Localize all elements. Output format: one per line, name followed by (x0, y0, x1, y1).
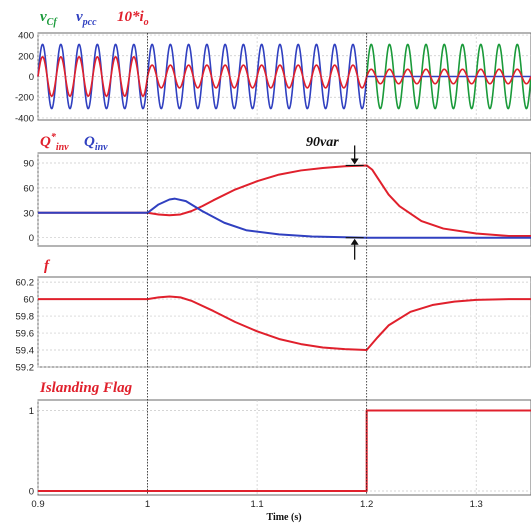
x-tick-label: 1.3 (470, 499, 483, 510)
series-line-qref (38, 164, 531, 238)
x-tick-label: 1.2 (360, 499, 373, 510)
legend-vcf: vCf (40, 9, 58, 28)
x-ticks: 0.9 1 1.1 1.2 1.3 (31, 499, 482, 510)
y-tick-label: 60.2 (16, 278, 35, 289)
x-tick-label: 1 (145, 499, 150, 510)
y-tick-label: -400 (15, 113, 34, 124)
y-tick-label: 200 (18, 51, 34, 62)
legend-qinv: Qinv (84, 134, 108, 153)
y-tick-label: 90 (23, 158, 34, 169)
y-tick-label: 60 (23, 183, 34, 194)
x-tick-label: 1.1 (251, 499, 264, 510)
annotation-arrows (345, 145, 364, 260)
legend-vpcc: vpcc (76, 9, 97, 28)
panel-2-grid (37, 153, 531, 246)
panel-1: 400 200 0 -200 -400 vCf vpcc 10*io (15, 9, 531, 124)
panel-2-frame (37, 152, 531, 247)
panel-3-y-ticks: 60.2 60 59.8 59.6 59.4 59.2 (16, 278, 35, 374)
panel-2-y-ticks: 90 60 30 0 (23, 158, 34, 244)
annotation-90var: 90var (306, 135, 339, 150)
y-tick-label: 0 (29, 233, 34, 244)
series-line-qinv (38, 197, 531, 239)
panel-3-frame (37, 276, 531, 368)
legend-qref: Q*inv (40, 132, 69, 153)
series-line-io (37, 56, 531, 97)
y-tick-label: 59.2 (16, 363, 35, 374)
event-lines (147, 33, 368, 495)
panel-3: 60.2 60 59.8 59.6 59.4 59.2 f (16, 258, 531, 374)
panel-3-plot (38, 295, 531, 352)
y-tick-label: 60 (23, 295, 34, 306)
legend-f: f (44, 258, 51, 274)
panel-4-frame (37, 399, 531, 496)
arrow-down-head (350, 158, 359, 165)
legend-islanding-flag: Islanding Flag (39, 380, 133, 396)
y-tick-label: 0 (29, 486, 34, 497)
y-tick-label: 1 (29, 406, 34, 417)
series-line-freq (38, 295, 531, 352)
y-tick-label: -200 (15, 93, 34, 104)
y-tick-label: 59.6 (16, 329, 35, 340)
y-tick-label: 30 (23, 208, 34, 219)
panel-4-y-ticks: 10 (29, 406, 34, 498)
x-tick-label: 0.9 (31, 499, 44, 510)
y-tick-label: 59.8 (16, 312, 35, 323)
panel-2: 90 60 30 0 Q*inv Qinv 90var (23, 132, 531, 260)
panel-1-plot (37, 43, 531, 110)
x-axis-label: Time (s) (266, 512, 301, 523)
legend-io: 10*io (117, 9, 149, 28)
y-tick-label: 0 (29, 72, 34, 83)
arrow-up-head (350, 238, 359, 245)
panel-4: 10 Islanding Flag 0.9 1 1.1 1.2 1.3 Time (s) (29, 380, 531, 523)
y-tick-label: 400 (18, 31, 34, 42)
y-tick-label: 59.4 (16, 346, 35, 357)
panel-1-y-ticks: 400 200 0 -200 -400 (15, 31, 34, 125)
panel-2-plot (38, 164, 531, 239)
